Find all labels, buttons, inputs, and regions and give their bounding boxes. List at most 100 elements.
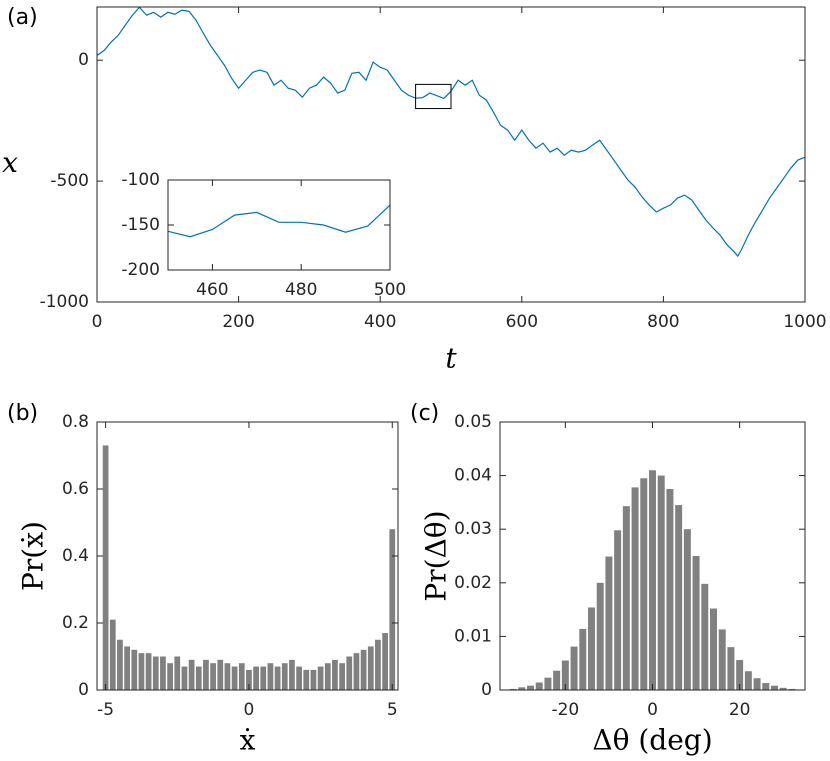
x-tick-label: 200 [222,312,254,332]
x-tick-label: 5 [387,700,398,720]
panel-label: (a) [7,5,38,30]
y-tick-label: -500 [50,171,89,191]
histogram-bar [167,663,173,690]
histogram-bar [744,671,752,690]
histogram-bar [544,677,552,690]
y-tick-label: 0 [78,50,89,70]
y-tick-label: 0 [481,680,492,700]
histogram-bar [666,489,674,690]
histogram-bar [631,487,639,690]
y-axis-label: x [2,146,18,179]
x-tick-label: 800 [647,312,679,332]
histogram-bar [102,445,109,690]
x-tick-label: 460 [196,280,228,300]
histogram-bar [675,505,683,690]
x-tick-label: 0 [244,700,255,720]
y-tick-label: 0.02 [454,573,492,593]
histogram-bar [588,607,595,690]
histogram-bar [736,659,744,690]
histogram-bar [238,663,245,690]
x-tick-label: 400 [364,312,396,332]
histogram-bar [535,682,543,690]
axes-box [96,421,399,691]
y-tick-label: 0.05 [454,412,492,432]
histogram-bar [317,666,324,690]
axes-background [97,422,398,690]
histogram-bar [138,653,145,690]
y-tick-label: 0 [78,680,89,700]
panel-label: (c) [410,401,439,426]
histogram-bar [224,663,231,690]
histogram-bar [570,646,578,690]
y-tick-label: -200 [121,260,160,280]
histogram-bar [710,608,717,690]
histogram-bar [360,649,367,690]
x-axis-label: Δθ (deg) [592,724,712,757]
histogram-bar [701,583,709,690]
histogram-bar [210,663,216,690]
histogram-bar [683,529,691,690]
y-tick-label: -100 [121,170,160,190]
histogram-bar [596,582,604,690]
histogram-bar [188,659,195,690]
histogram-bar [260,666,267,690]
y-tick-label: 0.8 [62,412,89,432]
x-tick-label: -20 [551,700,579,720]
histogram-bar [181,666,188,690]
histogram-bar [289,659,295,690]
histogram-bar [692,556,700,690]
histogram-bar [253,666,259,690]
x-tick-label: 600 [506,312,538,332]
histogram-bar [160,656,166,690]
axes-box [96,6,806,303]
y-tick-label: -150 [121,215,160,235]
histogram-bar [382,633,388,690]
histogram-bar [649,470,656,690]
histogram-bar [553,670,561,690]
histogram-bar [389,529,396,690]
x-tick-label: 20 [729,700,751,720]
histogram-bar [614,530,622,690]
histogram-bar [274,666,281,690]
histogram-bar [117,639,123,690]
panel-label: (b) [7,401,38,426]
x-tick-label: 0 [647,700,658,720]
histogram-bar [145,653,152,690]
histogram-bar [246,669,252,690]
y-tick-label: 0.04 [454,466,492,486]
histogram-bar [579,628,587,690]
inset-region [415,83,452,110]
x-tick-label: -5 [97,700,114,720]
histogram-bar [339,663,345,690]
histogram-bar [640,478,648,690]
y-tick-label: 0.6 [62,479,89,499]
y-tick-label: 0.2 [62,613,89,633]
y-tick-label: 0.03 [454,519,492,539]
histogram-bar [303,669,310,690]
histogram-bar [561,660,569,690]
histogram-bar [353,653,360,690]
axes-box [499,421,806,691]
histogram-bar [310,669,317,690]
axes-background [168,180,390,270]
histogram-bar [346,656,353,690]
histogram-bar [281,663,288,690]
histogram-bar [174,656,181,690]
histogram-bar [762,683,770,690]
histogram-bar [727,647,735,690]
histogram-bar [124,646,130,690]
histogram-bar [324,663,331,690]
x-axis-label: ẋ [240,724,256,757]
histogram-bar [231,666,238,690]
data-line [167,204,391,238]
histogram-bar [622,506,630,690]
histogram-bar [332,659,338,690]
histogram-bar [296,666,302,690]
x-tick-label: 500 [374,280,406,300]
histogram-bar [771,685,778,690]
y-axis-label: Pr(ẋ) [17,521,50,591]
histogram-bar [718,629,726,690]
y-tick-label: 0.4 [62,546,89,566]
y-axis-label: Pr(Δθ) [420,510,453,601]
